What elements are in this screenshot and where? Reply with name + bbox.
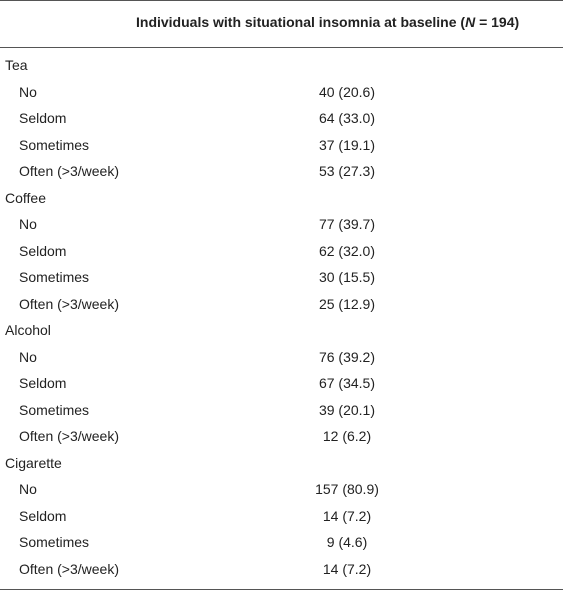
table-row: Sometimes 39 (20.1)	[0, 397, 563, 424]
row-label: Often (>3/week)	[19, 295, 119, 312]
table-row: Sometimes 30 (15.5)	[0, 264, 563, 291]
row-value: 37 (19.1)	[318, 136, 376, 153]
row-label: Seldom	[19, 375, 67, 391]
row-value: 40 (20.6)	[318, 83, 376, 100]
row-value: 12 (6.2)	[322, 428, 372, 444]
row-label: Seldom	[19, 242, 67, 259]
table-body: Tea No 40 (20.6) Seldom 64 (33.0) Sometimes 37…	[0, 52, 563, 582]
table-row: No 40 (20.6)	[0, 79, 563, 106]
row-value: 14 (7.2)	[322, 560, 372, 577]
row-value: 62 (32.0)	[318, 242, 376, 259]
table-row: Often (>3/week) 53 (27.3)	[0, 158, 563, 185]
row-value: 67 (34.5)	[318, 375, 376, 391]
row-value: 64 (33.0)	[318, 110, 376, 126]
header-rule	[0, 47, 563, 48]
table-row: Often (>3/week) 25 (12.9)	[0, 291, 563, 318]
column-title-prefix: Individuals with situational insomnia at…	[136, 14, 466, 30]
top-rule	[0, 0, 563, 1]
group-label: Coffee	[5, 189, 46, 206]
group-row: Alcohol	[0, 317, 563, 344]
table-row: Often (>3/week) 12 (6.2)	[0, 423, 563, 450]
column-title: Individuals with situational insomnia at…	[136, 14, 519, 30]
table-row: Seldom 64 (33.0)	[0, 105, 563, 132]
table-row: No 77 (39.7)	[0, 211, 563, 238]
column-title-suffix: = 194)	[475, 14, 520, 30]
table-row: Sometimes 9 (4.6)	[0, 529, 563, 556]
row-label: Sometimes	[19, 136, 90, 153]
table-row: No 157 (80.9)	[0, 476, 563, 503]
group-row: Coffee	[0, 185, 563, 212]
row-label: No	[19, 216, 37, 232]
group-row: Tea	[0, 52, 563, 79]
row-value: 14 (7.2)	[322, 507, 372, 524]
bottom-rule	[0, 589, 563, 590]
row-value: 25 (12.9)	[318, 295, 376, 312]
row-label: Sometimes	[19, 269, 90, 285]
row-value: 53 (27.3)	[318, 163, 376, 179]
row-label: Seldom	[19, 507, 67, 524]
row-label: No	[19, 481, 37, 497]
table-row: No 76 (39.2)	[0, 344, 563, 371]
table-row: Sometimes 37 (19.1)	[0, 132, 563, 159]
table-row: Seldom 62 (32.0)	[0, 238, 563, 265]
group-label: Cigarette	[5, 454, 62, 471]
row-value: 76 (39.2)	[318, 348, 376, 365]
row-label: Sometimes	[19, 534, 90, 550]
group-label: Alcohol	[5, 322, 51, 338]
table-row: Seldom 14 (7.2)	[0, 503, 563, 530]
row-label: No	[19, 348, 37, 365]
row-value: 77 (39.7)	[318, 216, 376, 232]
table-header: Individuals with situational insomnia at…	[0, 0, 563, 47]
row-label: Seldom	[19, 110, 67, 126]
row-label: Sometimes	[19, 401, 90, 418]
row-value: 30 (15.5)	[318, 269, 376, 285]
table-row: Often (>3/week) 14 (7.2)	[0, 556, 563, 583]
row-value: 9 (4.6)	[326, 534, 368, 550]
row-label: No	[19, 83, 37, 100]
row-value: 39 (20.1)	[318, 401, 376, 418]
group-row: Cigarette	[0, 450, 563, 477]
table-row: Seldom 67 (34.5)	[0, 370, 563, 397]
row-label: Often (>3/week)	[19, 560, 119, 577]
row-label: Often (>3/week)	[19, 163, 119, 179]
row-label: Often (>3/week)	[19, 428, 119, 444]
group-label: Tea	[5, 57, 28, 73]
row-value: 157 (80.9)	[315, 481, 379, 497]
column-title-n: N	[465, 14, 476, 30]
